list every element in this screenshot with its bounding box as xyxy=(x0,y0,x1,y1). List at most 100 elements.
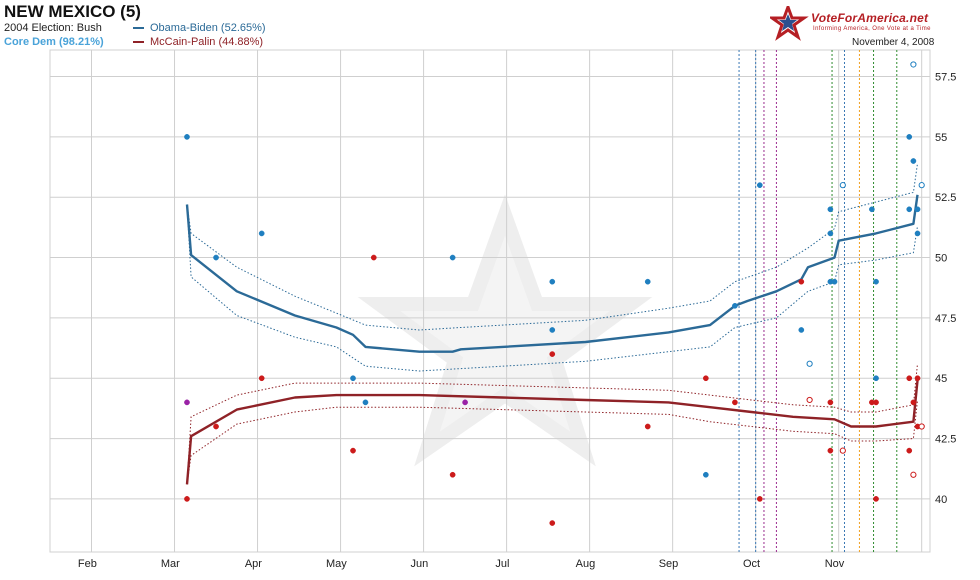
y-tick-label: 52.5 xyxy=(935,192,956,204)
trend-lines xyxy=(185,194,919,485)
mccain-poll-point xyxy=(906,375,913,382)
obama-poll-point-open xyxy=(806,360,813,367)
mccain-poll-point xyxy=(213,423,219,430)
obama-poll-point xyxy=(350,375,356,382)
x-axis-ticks: Feb Mar Apr May Jun Jul Aug Sep Oct Nov xyxy=(78,558,845,570)
obama-poll-point xyxy=(827,230,834,237)
mccain-poll-point-open xyxy=(806,396,813,404)
mccain-poll-point xyxy=(732,399,738,406)
obama-poll-point-open xyxy=(910,61,917,68)
x-tick-label: Nov xyxy=(825,558,845,570)
election-label: 2004 Election: Bush xyxy=(4,22,102,34)
plot-frame xyxy=(49,49,931,553)
obama-poll-point xyxy=(258,230,265,237)
mccain-poll-point xyxy=(873,399,879,406)
mccain-poll-point xyxy=(644,423,651,430)
y-axis-ticks: 40 42.5 45 47.5 50 52.5 55 57.5 xyxy=(935,72,956,506)
x-tick-label: Feb xyxy=(78,558,97,570)
brand-tagline: Informing America, One Vote at a Time xyxy=(813,26,931,32)
mccain-poll-point xyxy=(370,254,377,261)
mccain-trend-line xyxy=(185,380,919,485)
obama-trend-line xyxy=(185,194,919,353)
y-tick-label: 57.5 xyxy=(935,72,956,84)
confidence-bands xyxy=(186,163,918,485)
brand-name: VoteForAmerica.net xyxy=(811,11,929,25)
obama-poll-point xyxy=(873,278,879,285)
other-poll-point xyxy=(184,399,190,406)
mccain-poll-point xyxy=(549,351,556,357)
page-title: NEW MEXICO (5) xyxy=(4,2,141,21)
y-tick-label: 47.5 xyxy=(935,313,956,325)
mccain-upper-band xyxy=(186,363,918,485)
obama-poll-point xyxy=(827,206,834,213)
obama-poll-point xyxy=(732,302,738,309)
x-tick-label: Jun xyxy=(411,558,429,570)
x-tick-label: Oct xyxy=(743,558,760,570)
legend-item-mccain: McCain-Palin (44.88%) xyxy=(133,36,263,48)
obama-poll-point xyxy=(914,206,921,213)
x-tick-label: Sep xyxy=(659,558,679,570)
mccain-poll-point xyxy=(798,278,805,285)
mccain-poll-point xyxy=(873,496,879,502)
obama-poll-point xyxy=(756,182,763,189)
other-poll-point xyxy=(462,399,468,406)
mccain-poll-point xyxy=(914,375,921,382)
legend-item-obama: Obama-Biden (52.65%) xyxy=(133,22,266,34)
x-tick-label: May xyxy=(326,558,347,570)
legend-label-obama: Obama-Biden (52.65%) xyxy=(150,22,266,34)
x-tick-label: Jul xyxy=(495,558,509,570)
y-tick-label: 42.5 xyxy=(935,434,956,446)
mccain-poll-point xyxy=(827,399,834,406)
star-watermark-icon xyxy=(357,194,653,467)
legend-label-mccain: McCain-Palin (44.88%) xyxy=(150,36,264,48)
obama-poll-point xyxy=(910,158,917,164)
core-dem-label: Core Dem (98.21%) xyxy=(4,36,104,48)
mccain-poll-point xyxy=(258,375,265,382)
mccain-poll-point xyxy=(350,447,356,454)
obama-poll-point xyxy=(914,230,921,237)
mccain-lower-band xyxy=(186,399,918,485)
mccain-poll-point xyxy=(184,496,190,502)
obama-poll-point-open xyxy=(839,182,846,189)
obama-poll-point xyxy=(906,206,913,213)
x-tick-label: Aug xyxy=(576,558,596,570)
y-tick-label: 50 xyxy=(935,253,947,265)
obama-poll-point xyxy=(449,254,456,261)
voteforamerica-logo[interactable] xyxy=(770,6,950,42)
legend-swatch-obama xyxy=(133,27,144,30)
legend-swatch-mccain xyxy=(133,41,144,44)
obama-poll-point xyxy=(644,278,651,285)
obama-poll-point xyxy=(906,134,913,140)
y-tick-label: 45 xyxy=(935,373,947,385)
mccain-poll-point xyxy=(906,447,913,454)
obama-poll-point xyxy=(362,399,369,406)
x-tick-label: Mar xyxy=(161,558,180,570)
obama-poll-point xyxy=(869,206,875,213)
mccain-poll-point-open xyxy=(918,423,925,430)
mccain-poll-point xyxy=(827,447,834,454)
mccain-poll-point-open xyxy=(839,447,846,454)
obama-upper-band xyxy=(186,163,918,331)
obama-poll-point xyxy=(184,134,190,140)
chart-date: November 4, 2008 xyxy=(852,37,935,48)
obama-poll-point xyxy=(549,278,556,285)
mccain-poll-point xyxy=(449,471,456,478)
y-tick-label: 40 xyxy=(935,494,947,506)
y-tick-label: 55 xyxy=(935,132,947,144)
obama-poll-point xyxy=(873,375,879,382)
obama-poll-point xyxy=(213,254,219,261)
obama-poll-point xyxy=(549,327,556,333)
mccain-poll-point xyxy=(702,375,709,382)
poll-points xyxy=(184,61,925,526)
obama-poll-point xyxy=(798,327,805,333)
x-tick-label: Apr xyxy=(245,558,262,570)
obama-poll-point xyxy=(702,471,709,478)
mccain-poll-point xyxy=(756,496,763,502)
event-lines xyxy=(738,50,898,552)
mccain-poll-point-open xyxy=(910,471,917,478)
mccain-poll-point xyxy=(549,520,556,526)
mccain-poll-point xyxy=(910,399,917,406)
obama-poll-point-open xyxy=(918,182,925,189)
obama-poll-point xyxy=(831,278,838,285)
